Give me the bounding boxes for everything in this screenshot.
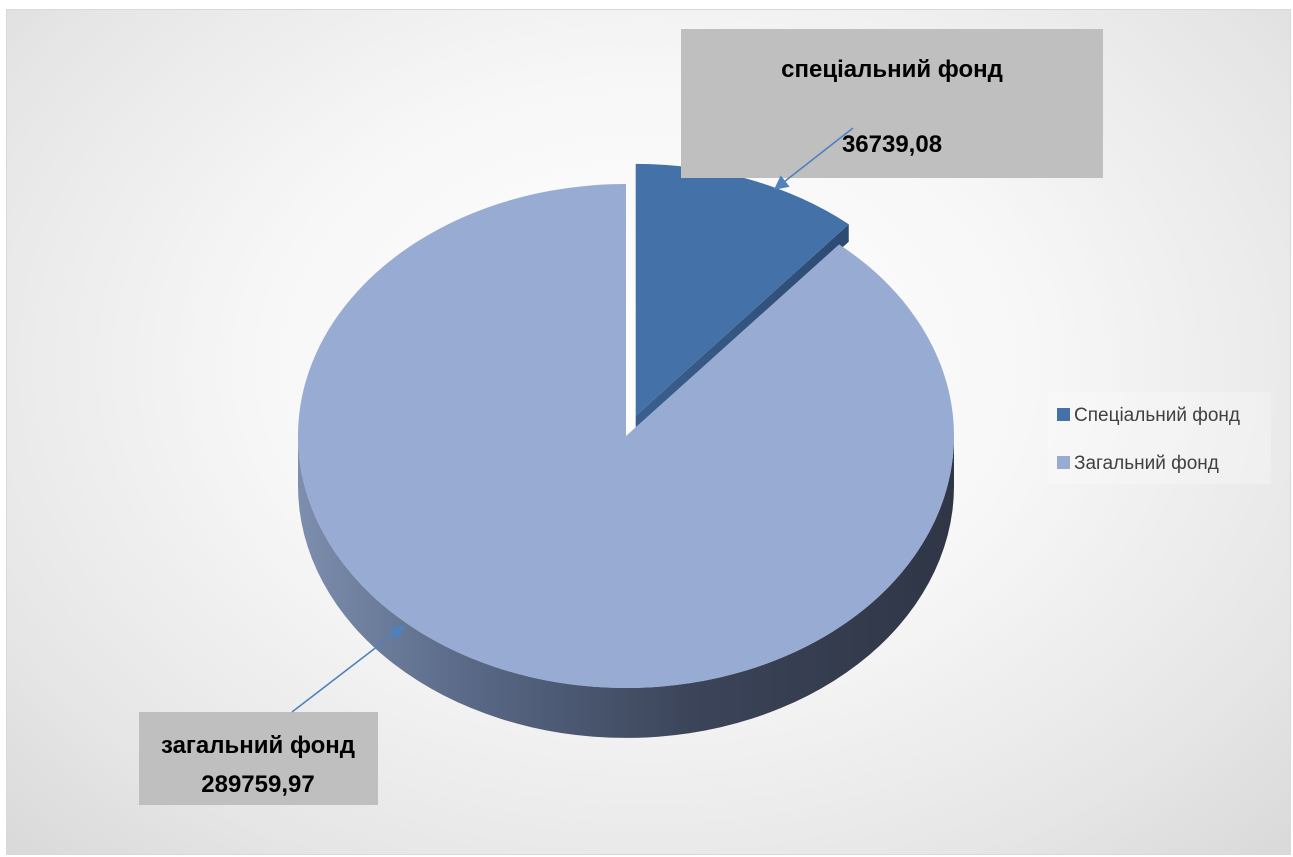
- data-label-special-box: [681, 29, 1103, 178]
- legend-swatch-general: [1057, 456, 1070, 469]
- leader-line-special: [773, 127, 854, 190]
- leader-line-general: [291, 625, 406, 713]
- pie-slice-general: [298, 184, 955, 689]
- data-label-special-value: 36739,08: [842, 131, 942, 158]
- data-label-general-title: загальний фонд: [161, 732, 355, 759]
- pie-slice-special: [635, 163, 849, 416]
- data-label-general: загальний фонд 289759,97: [139, 712, 378, 805]
- data-label-special-title: спеціальний фонд: [781, 56, 1003, 83]
- legend-entry-special: Спеціальний фонд: [1074, 405, 1240, 426]
- legend: Спеціальний фонд Загальний фонд: [1048, 392, 1271, 484]
- data-label-general-box: [139, 712, 378, 805]
- data-label-general-value: 289759,97: [201, 771, 314, 798]
- legend-entry-general: Загальний фонд: [1074, 453, 1219, 474]
- pie-side-general: [298, 436, 954, 738]
- legend-swatch-special: [1057, 408, 1070, 421]
- data-label-special: спеціальний фонд 36739,08: [681, 29, 1103, 178]
